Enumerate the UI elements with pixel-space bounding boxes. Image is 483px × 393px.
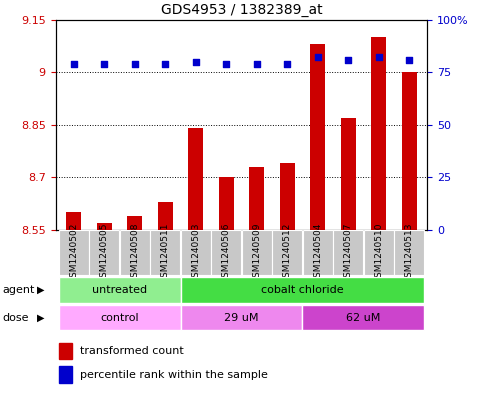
Bar (58, 305, 181, 330)
Point (314, 54, 322, 61)
Bar (157, 202, 173, 230)
Text: GSM1240503: GSM1240503 (191, 222, 200, 283)
Point (284, 61, 291, 67)
Text: transformed count: transformed count (80, 346, 184, 356)
Bar (212, 230, 241, 275)
Point (344, 57, 352, 63)
Point (405, 57, 413, 63)
Text: GSM1240509: GSM1240509 (252, 222, 261, 283)
Text: GSM1240508: GSM1240508 (130, 222, 139, 283)
Text: GSM1240511: GSM1240511 (161, 222, 170, 283)
Point (100, 61, 108, 67)
Bar (181, 305, 302, 330)
Bar (66, 212, 82, 230)
Bar (280, 163, 295, 230)
Text: GSM1240505: GSM1240505 (100, 222, 109, 283)
Bar (181, 230, 211, 275)
Bar (394, 230, 424, 275)
Bar (242, 230, 271, 275)
Text: GSM1240510: GSM1240510 (374, 222, 383, 283)
Text: GSM1240502: GSM1240502 (70, 222, 78, 283)
Point (222, 61, 230, 67)
Point (70, 61, 78, 67)
Text: 29 uM: 29 uM (224, 312, 259, 323)
Bar (401, 72, 417, 230)
Text: untreated: untreated (92, 285, 147, 295)
Text: dose: dose (2, 312, 29, 323)
Bar (97, 223, 112, 230)
Point (192, 59, 199, 65)
Point (253, 61, 261, 67)
Bar (310, 44, 326, 230)
Text: percentile rank within the sample: percentile rank within the sample (80, 370, 268, 380)
Bar (59, 343, 72, 359)
Bar (89, 230, 119, 275)
Text: cobalt chloride: cobalt chloride (261, 285, 344, 295)
Text: GSM1240512: GSM1240512 (283, 222, 292, 283)
Bar (249, 167, 264, 230)
Title: GDS4953 / 1382389_at: GDS4953 / 1382389_at (161, 3, 322, 17)
Bar (127, 216, 142, 230)
Text: GSM1240507: GSM1240507 (344, 222, 353, 283)
Text: GSM1240504: GSM1240504 (313, 222, 322, 283)
Bar (303, 230, 333, 275)
Point (161, 61, 169, 67)
Point (131, 61, 139, 67)
Text: ▶: ▶ (37, 285, 45, 295)
Bar (58, 277, 181, 303)
Bar (120, 230, 150, 275)
Bar (219, 177, 234, 230)
Bar (302, 305, 425, 330)
Bar (181, 277, 425, 303)
Bar (59, 366, 72, 383)
Bar (150, 230, 180, 275)
Text: GSM1240506: GSM1240506 (222, 222, 231, 283)
Bar (371, 37, 386, 230)
Text: control: control (100, 312, 139, 323)
Bar (364, 230, 394, 275)
Bar (188, 128, 203, 230)
Bar (272, 230, 302, 275)
Text: ▶: ▶ (37, 312, 45, 323)
Point (375, 54, 383, 61)
Text: 62 uM: 62 uM (346, 312, 381, 323)
Bar (341, 118, 356, 230)
Text: agent: agent (2, 285, 35, 295)
Bar (333, 230, 363, 275)
Bar (59, 230, 89, 275)
Text: GSM1240513: GSM1240513 (405, 222, 413, 283)
